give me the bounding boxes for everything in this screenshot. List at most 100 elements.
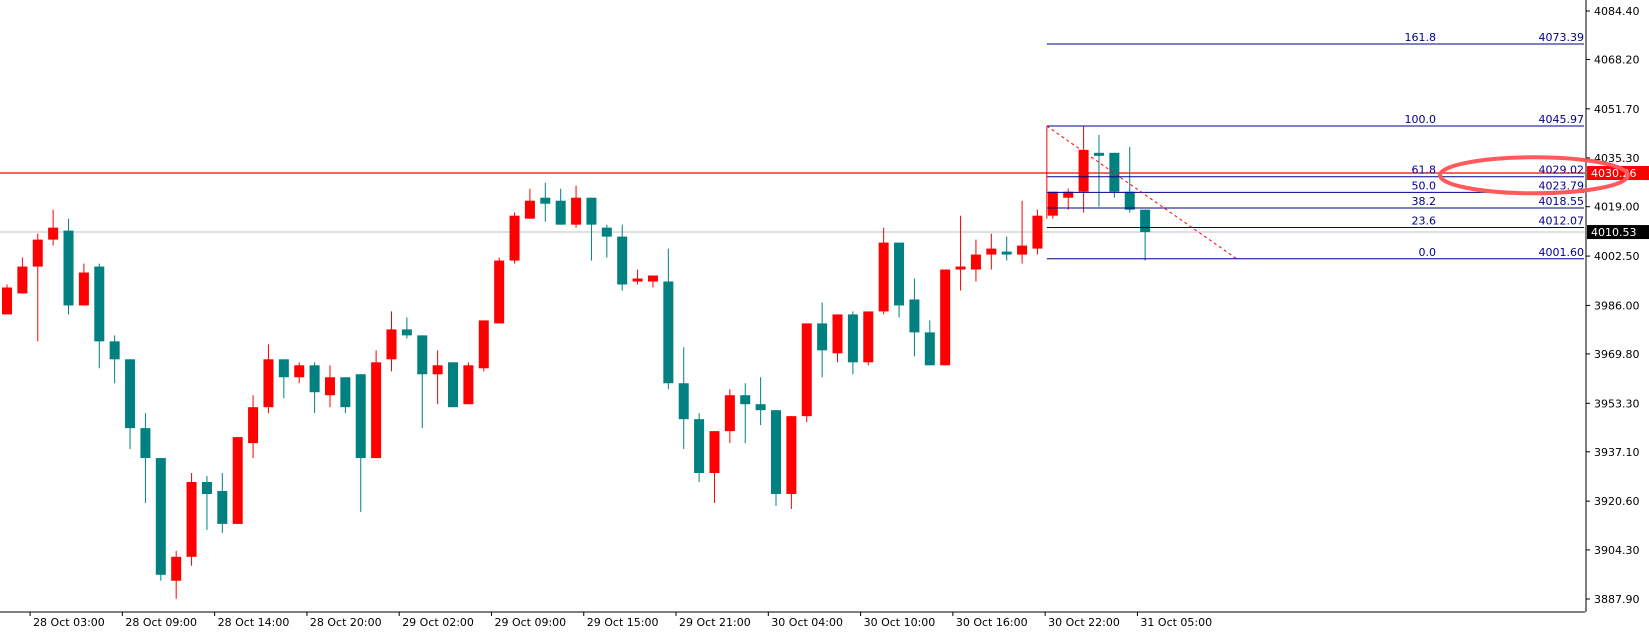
price-tick-label: 3920.60 <box>1594 495 1640 508</box>
fib-ratio-label: 23.6 <box>1412 214 1437 227</box>
candle-body <box>324 377 335 396</box>
candle-body <box>755 404 766 411</box>
price-tick-label: 3969.80 <box>1594 348 1640 361</box>
candle-body <box>817 323 828 351</box>
candle-body <box>709 431 720 474</box>
candle-body <box>448 362 459 408</box>
candle-body <box>955 266 966 270</box>
fib-ratio-label: 161.8 <box>1405 31 1437 44</box>
candle-body <box>78 272 89 306</box>
price-tick-label: 3937.10 <box>1594 446 1640 459</box>
candle-body <box>740 395 751 405</box>
price-tick-label: 4051.70 <box>1594 103 1640 116</box>
time-tick-label: 30 Oct 16:00 <box>956 616 1028 628</box>
time-tick-label: 29 Oct 09:00 <box>494 616 566 628</box>
price-tick-label: 3904.30 <box>1594 544 1640 557</box>
price-tick-label: 4019.00 <box>1594 201 1640 214</box>
candle-body <box>401 329 412 336</box>
candle-body <box>232 437 243 524</box>
candle-body <box>201 481 212 494</box>
price-tick-label: 3953.30 <box>1594 397 1640 410</box>
candle-body <box>647 275 658 282</box>
candle-body <box>1140 209 1151 233</box>
candle-body <box>509 215 520 261</box>
candle-body <box>140 428 151 459</box>
fib-ratio-label: 100.0 <box>1405 113 1437 126</box>
annotations <box>1438 155 1630 196</box>
fib-ratio-label: 0.0 <box>1419 246 1437 259</box>
fib-price-label: 4001.60 <box>1539 246 1585 259</box>
time-tick-label: 31 Oct 05:00 <box>1140 616 1212 628</box>
candle-body <box>432 365 443 375</box>
candle-body <box>340 377 351 408</box>
candle-body <box>217 490 228 524</box>
reference-lines <box>0 172 1585 233</box>
candle-body <box>1078 149 1089 192</box>
candle-body <box>832 314 843 354</box>
candle-body <box>278 359 289 378</box>
candle-body <box>771 410 781 494</box>
candle-body <box>555 200 566 225</box>
fib-trend-line <box>1046 125 1237 260</box>
price-axis: 4084.404068.204051.704035.304019.004002.… <box>1585 0 1640 612</box>
candle-body <box>878 242 889 312</box>
fib-price-label: 4029.02 <box>1539 164 1585 177</box>
candle-body <box>1124 191 1135 210</box>
time-axis: 28 Oct 03:00 28 Oct 09:00 28 Oct 14:00 28 O… <box>0 611 1585 629</box>
candle-body <box>309 365 320 393</box>
candle-body <box>1001 251 1012 255</box>
candle-body <box>263 359 274 408</box>
fibonacci-layer: 161.8 4073.39 100.0 4045.97 61.8 4029.02 50.0 4… <box>1046 31 1585 260</box>
candle-body <box>2 287 12 315</box>
candle-body <box>894 242 905 306</box>
time-tick-label: 29 Oct 21:00 <box>679 616 751 628</box>
candle-body <box>694 419 705 474</box>
candle-body <box>801 323 812 417</box>
candle-body <box>571 197 582 225</box>
candle-body <box>540 197 551 204</box>
candle-body <box>940 269 951 366</box>
candle-body <box>94 266 105 342</box>
price-tick-label: 3986.00 <box>1594 299 1640 312</box>
fib-ratio-label: 38.2 <box>1412 195 1437 208</box>
candle-body <box>155 458 166 575</box>
candle-body <box>524 200 535 219</box>
candle-body <box>601 227 612 237</box>
candles-layer <box>2 125 1151 599</box>
fib-price-label: 4073.39 <box>1539 31 1585 44</box>
candle-body <box>1109 152 1120 192</box>
current-price-label: 4010.53 <box>1591 226 1637 239</box>
candle-body <box>32 239 43 267</box>
candle-body <box>125 359 136 429</box>
candle-body <box>417 335 428 375</box>
candle-body <box>386 329 397 360</box>
time-tick-label: 28 Oct 03:00 <box>33 616 105 628</box>
candle-body <box>463 365 474 405</box>
candle-body <box>171 556 182 581</box>
fib-price-label: 4012.07 <box>1539 214 1585 227</box>
time-tick-label: 30 Oct 10:00 <box>864 616 936 628</box>
time-tick-label: 29 Oct 02:00 <box>402 616 474 628</box>
candle-body <box>478 320 489 369</box>
candle-body <box>632 278 643 282</box>
fib-price-label: 4045.97 <box>1539 113 1585 126</box>
candle-body <box>248 407 259 444</box>
candle-body <box>970 254 981 270</box>
time-tick-label: 30 Oct 04:00 <box>771 616 843 628</box>
candle-body <box>724 395 735 432</box>
candle-body <box>48 227 59 240</box>
candle-body <box>355 374 366 459</box>
horizontal-line-price-label-bg <box>1587 166 1649 181</box>
candle-body <box>494 260 505 324</box>
price-tick-label: 4068.20 <box>1594 53 1640 66</box>
price-tick-label: 4084.40 <box>1594 5 1640 18</box>
price-tick-label: 3887.90 <box>1594 593 1640 606</box>
price-tick-label: 4002.50 <box>1594 250 1640 263</box>
candle-body <box>1093 152 1104 156</box>
candle-body <box>1017 245 1028 255</box>
candle-body <box>1032 215 1043 249</box>
current-price-label-bg <box>1587 225 1649 240</box>
